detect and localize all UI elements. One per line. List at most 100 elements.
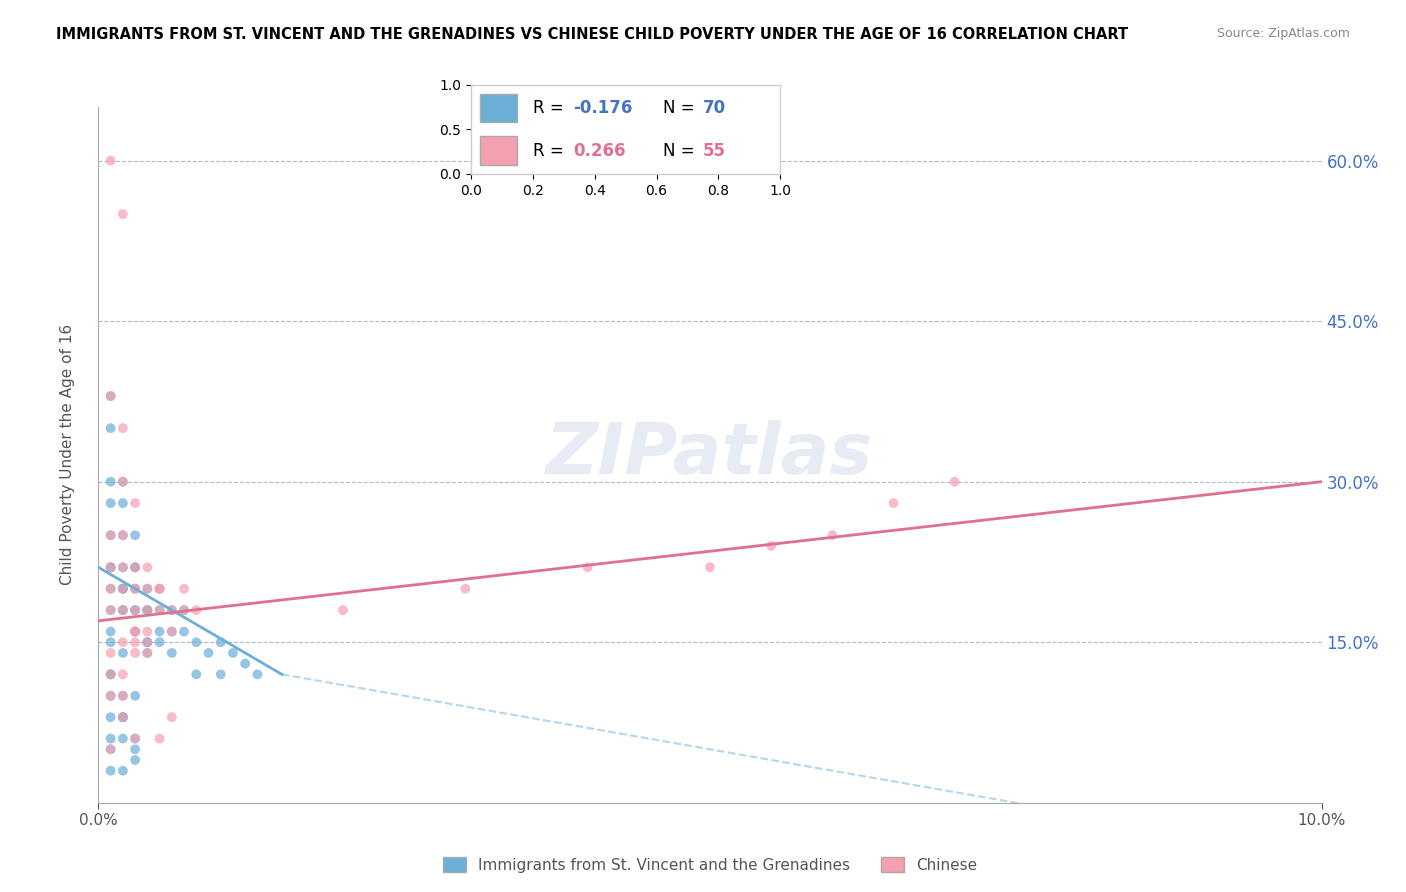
Point — [100, 560, 122, 574]
Point — [124, 624, 146, 639]
Point — [173, 603, 195, 617]
Point — [100, 582, 122, 596]
Point — [111, 710, 134, 724]
Text: 70: 70 — [703, 99, 725, 117]
Point — [111, 603, 134, 617]
Point — [149, 635, 172, 649]
Point — [124, 624, 146, 639]
Point — [100, 421, 122, 435]
Point — [100, 635, 122, 649]
Point — [124, 560, 146, 574]
Point — [883, 496, 905, 510]
Point — [111, 603, 134, 617]
Point — [100, 689, 122, 703]
Point — [186, 635, 208, 649]
Point — [100, 710, 122, 724]
Point — [111, 689, 134, 703]
Point — [100, 742, 122, 756]
Point — [124, 560, 146, 574]
Point — [576, 560, 599, 574]
Point — [149, 582, 172, 596]
Point — [136, 646, 159, 660]
Point — [100, 560, 122, 574]
Point — [111, 560, 134, 574]
Text: ZIPatlas: ZIPatlas — [547, 420, 873, 490]
Point — [186, 667, 208, 681]
Point — [124, 603, 146, 617]
Point — [136, 603, 159, 617]
Point — [111, 421, 134, 435]
Point — [100, 667, 122, 681]
Point — [160, 624, 183, 639]
Point — [100, 582, 122, 596]
Point — [209, 667, 232, 681]
Point — [124, 624, 146, 639]
Point — [149, 603, 172, 617]
Point — [136, 646, 159, 660]
Point — [136, 560, 159, 574]
Point — [111, 582, 134, 596]
Point — [111, 475, 134, 489]
Point — [111, 731, 134, 746]
Point — [160, 710, 183, 724]
Point — [111, 582, 134, 596]
Point — [136, 603, 159, 617]
Point — [173, 624, 195, 639]
Text: R =: R = — [533, 142, 569, 160]
Point — [821, 528, 844, 542]
Point — [124, 582, 146, 596]
Point — [124, 496, 146, 510]
Point — [136, 603, 159, 617]
Point — [100, 742, 122, 756]
Point — [124, 560, 146, 574]
Legend: Immigrants from St. Vincent and the Grenadines, Chinese: Immigrants from St. Vincent and the Gren… — [437, 850, 983, 879]
Text: 0.266: 0.266 — [574, 142, 626, 160]
Point — [100, 603, 122, 617]
Point — [943, 475, 966, 489]
Point — [160, 624, 183, 639]
Point — [100, 646, 122, 660]
Point — [111, 710, 134, 724]
Point — [233, 657, 256, 671]
Point — [222, 646, 245, 660]
Point — [111, 646, 134, 660]
Point — [111, 710, 134, 724]
Point — [111, 764, 134, 778]
Point — [111, 667, 134, 681]
Point — [149, 582, 172, 596]
Text: R =: R = — [533, 99, 569, 117]
Point — [111, 207, 134, 221]
Point — [454, 582, 477, 596]
Point — [100, 603, 122, 617]
Point — [124, 528, 146, 542]
Point — [136, 582, 159, 596]
Point — [124, 731, 146, 746]
FancyBboxPatch shape — [481, 94, 517, 122]
Point — [124, 582, 146, 596]
Point — [111, 496, 134, 510]
Point — [124, 582, 146, 596]
Point — [136, 635, 159, 649]
Point — [100, 667, 122, 681]
Point — [111, 582, 134, 596]
Point — [124, 742, 146, 756]
Text: -0.176: -0.176 — [574, 99, 633, 117]
Point — [197, 646, 219, 660]
Point — [124, 624, 146, 639]
Point — [100, 667, 122, 681]
Text: N =: N = — [662, 99, 700, 117]
Point — [124, 753, 146, 767]
Point — [160, 646, 183, 660]
Point — [173, 603, 195, 617]
Point — [136, 635, 159, 649]
Point — [332, 603, 354, 617]
Point — [136, 582, 159, 596]
Point — [136, 624, 159, 639]
Point — [111, 635, 134, 649]
Point — [149, 624, 172, 639]
Point — [100, 624, 122, 639]
Point — [111, 582, 134, 596]
Point — [186, 603, 208, 617]
Point — [111, 710, 134, 724]
Point — [136, 603, 159, 617]
